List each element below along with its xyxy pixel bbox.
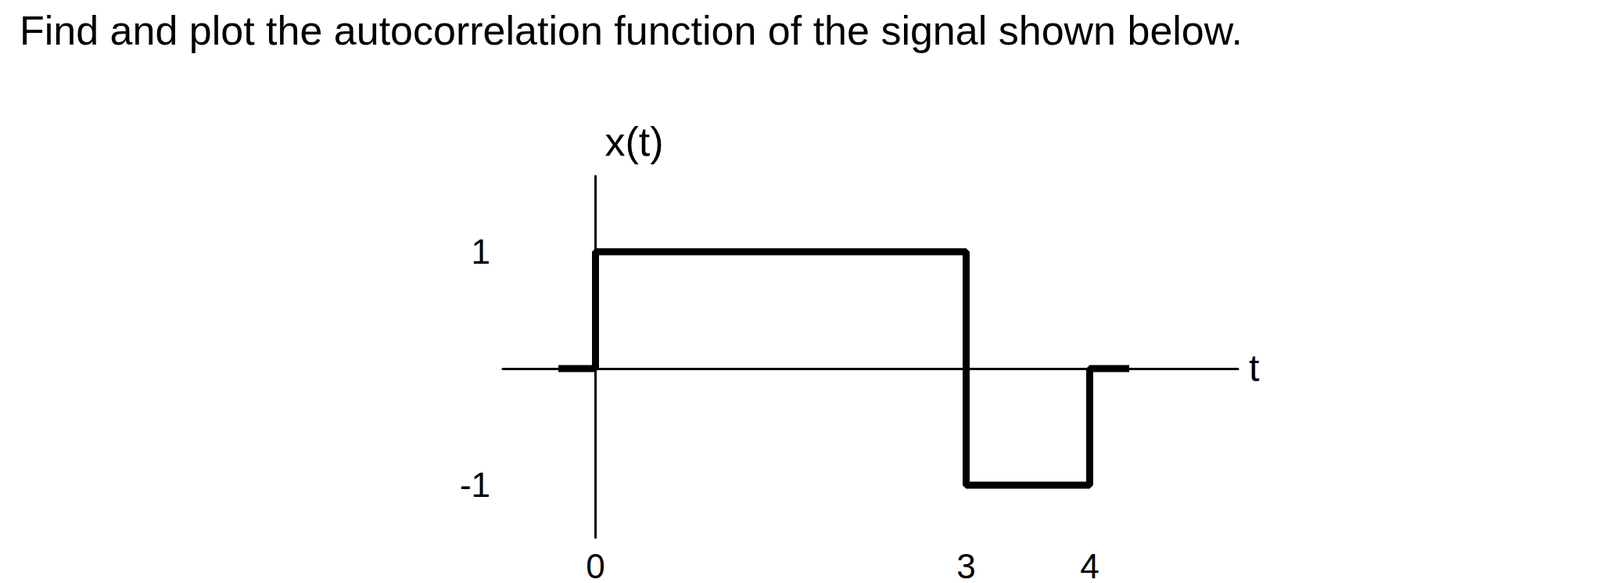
svg-text:0: 0 — [585, 546, 605, 583]
svg-text:1: 1 — [471, 232, 491, 271]
svg-text:3: 3 — [956, 546, 976, 583]
svg-text:Find and plot the autocorrelat: Find and plot the autocorrelation functi… — [19, 7, 1243, 54]
svg-text:t: t — [1248, 347, 1260, 389]
svg-text:x(t): x(t) — [604, 118, 664, 165]
svg-text:4: 4 — [1079, 546, 1099, 583]
svg-text:-1: -1 — [459, 465, 491, 504]
